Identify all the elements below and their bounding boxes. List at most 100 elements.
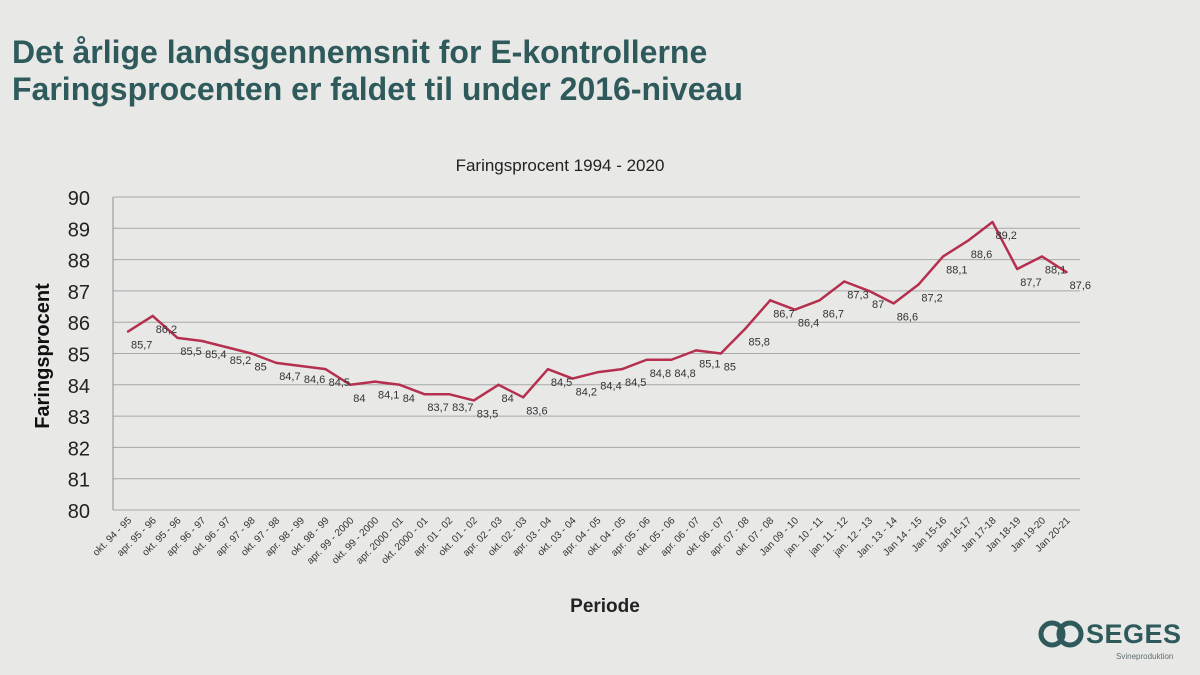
data-point-26 [769,299,772,302]
y-tick-label-4: 84 [68,376,90,398]
data-point-14 [472,399,475,402]
data-point-5 [250,352,253,355]
data-label-10: 84,1 [378,390,399,402]
data-point-25 [744,327,747,330]
series-line [127,220,1068,402]
data-label-17: 84,5 [551,377,572,389]
data-label-3: 85,4 [205,349,226,361]
data-label-31: 86,6 [897,311,918,323]
y-tick-label-9: 89 [68,219,90,241]
y-tick-label-2: 82 [68,438,90,460]
data-label-5: 85 [255,362,267,374]
data-point-29 [843,280,846,283]
data-point-9 [349,383,352,386]
data-label-8: 84,5 [329,377,350,389]
data-label-26: 86,7 [773,308,794,320]
data-label-23: 85,1 [699,358,720,370]
y-tick-label-1: 81 [68,470,90,492]
data-label-28: 86,7 [823,308,844,320]
data-point-6 [275,361,278,365]
data-point-24 [719,352,722,355]
data-label-4: 85,2 [230,355,251,367]
data-point-4 [225,346,228,349]
data-point-32 [917,283,920,286]
chart-series [126,220,1068,402]
slide-title-line-2: Faringsprocenten er faldet til under 201… [12,71,743,107]
data-point-20 [620,367,624,371]
data-point-19 [596,371,599,374]
data-label-16: 83,6 [526,405,547,417]
y-tick-label-0: 80 [68,501,90,523]
data-point-23 [694,349,698,352]
y-axis-title: Faringsprocent [32,283,54,429]
data-point-31 [892,302,895,305]
data-label-11: 84 [403,393,415,405]
data-point-18 [571,377,574,380]
data-label-7: 84,6 [304,374,325,386]
data-label-22: 84,8 [674,368,695,380]
data-label-19: 84,4 [600,380,621,392]
data-point-35 [991,220,994,224]
data-point-30 [867,289,871,293]
data-label-35: 89,2 [996,230,1017,242]
data-label-18: 84,2 [576,387,597,399]
data-point-21 [645,358,648,361]
seges-logo: SEGES Svineproduktion [1036,612,1186,662]
data-label-27: 86,4 [798,318,819,330]
data-point-1 [151,314,154,318]
data-label-29: 87,3 [847,290,868,302]
data-label-24: 85 [724,362,736,374]
data-point-37 [1040,255,1044,258]
data-label-1: 86,2 [156,324,177,336]
data-label-37: 88,1 [1045,264,1066,276]
slide-title-line-1: Det årlige landsgennemsnit for E-kontrol… [12,34,708,70]
data-point-7 [299,364,303,368]
chart-gridlines [112,196,1080,511]
data-point-16 [522,396,525,399]
slide-title: Det årlige landsgennemsnit for E-kontrol… [12,34,743,108]
data-label-14: 83,5 [477,408,498,420]
logo-subtitle: Svineproduktion [1116,652,1174,661]
y-tick-label-5: 85 [68,345,90,367]
data-point-11 [398,383,401,386]
data-point-17 [546,367,550,371]
data-label-13: 83,7 [452,402,473,414]
data-label-0: 85,7 [131,340,152,352]
data-label-15: 84 [502,393,514,405]
data-label-2: 85,5 [180,346,201,358]
data-label-30: 87 [872,299,884,311]
y-tick-label-3: 83 [68,407,90,429]
logo-name: SEGES [1086,619,1182,649]
data-point-10 [373,380,377,383]
data-label-32: 87,2 [921,293,942,305]
data-point-13 [447,392,451,396]
chart-title: Faringsprocent 1994 - 2020 [456,156,665,175]
y-tick-label-7: 87 [68,282,90,304]
data-label-33: 88,1 [946,264,967,276]
data-point-38 [1065,270,1068,274]
data-label-20: 84,5 [625,377,646,389]
y-axis-ticks: 80 81 82 83 84 85 86 87 88 89 90 [68,188,90,523]
data-label-12: 83,7 [427,402,448,414]
data-label-38: 87,6 [1070,280,1091,292]
x-axis-title: Periode [570,596,640,617]
y-tick-label-10: 90 [68,188,90,210]
data-point-8 [324,367,327,371]
data-label-6: 84,7 [279,371,300,383]
y-tick-label-8: 88 [68,251,90,273]
data-point-22 [670,358,673,361]
data-label-34: 88,6 [971,249,992,261]
data-label-21: 84,8 [650,368,671,380]
data-point-2 [176,336,179,340]
data-point-15 [497,383,500,386]
data-point-33 [941,255,945,258]
data-point-27 [793,308,797,311]
data-label-9: 84 [353,393,365,405]
data-point-28 [818,299,821,302]
data-point-34 [966,239,969,243]
data-point-0 [126,330,130,333]
data-label-36: 87,7 [1020,277,1041,289]
